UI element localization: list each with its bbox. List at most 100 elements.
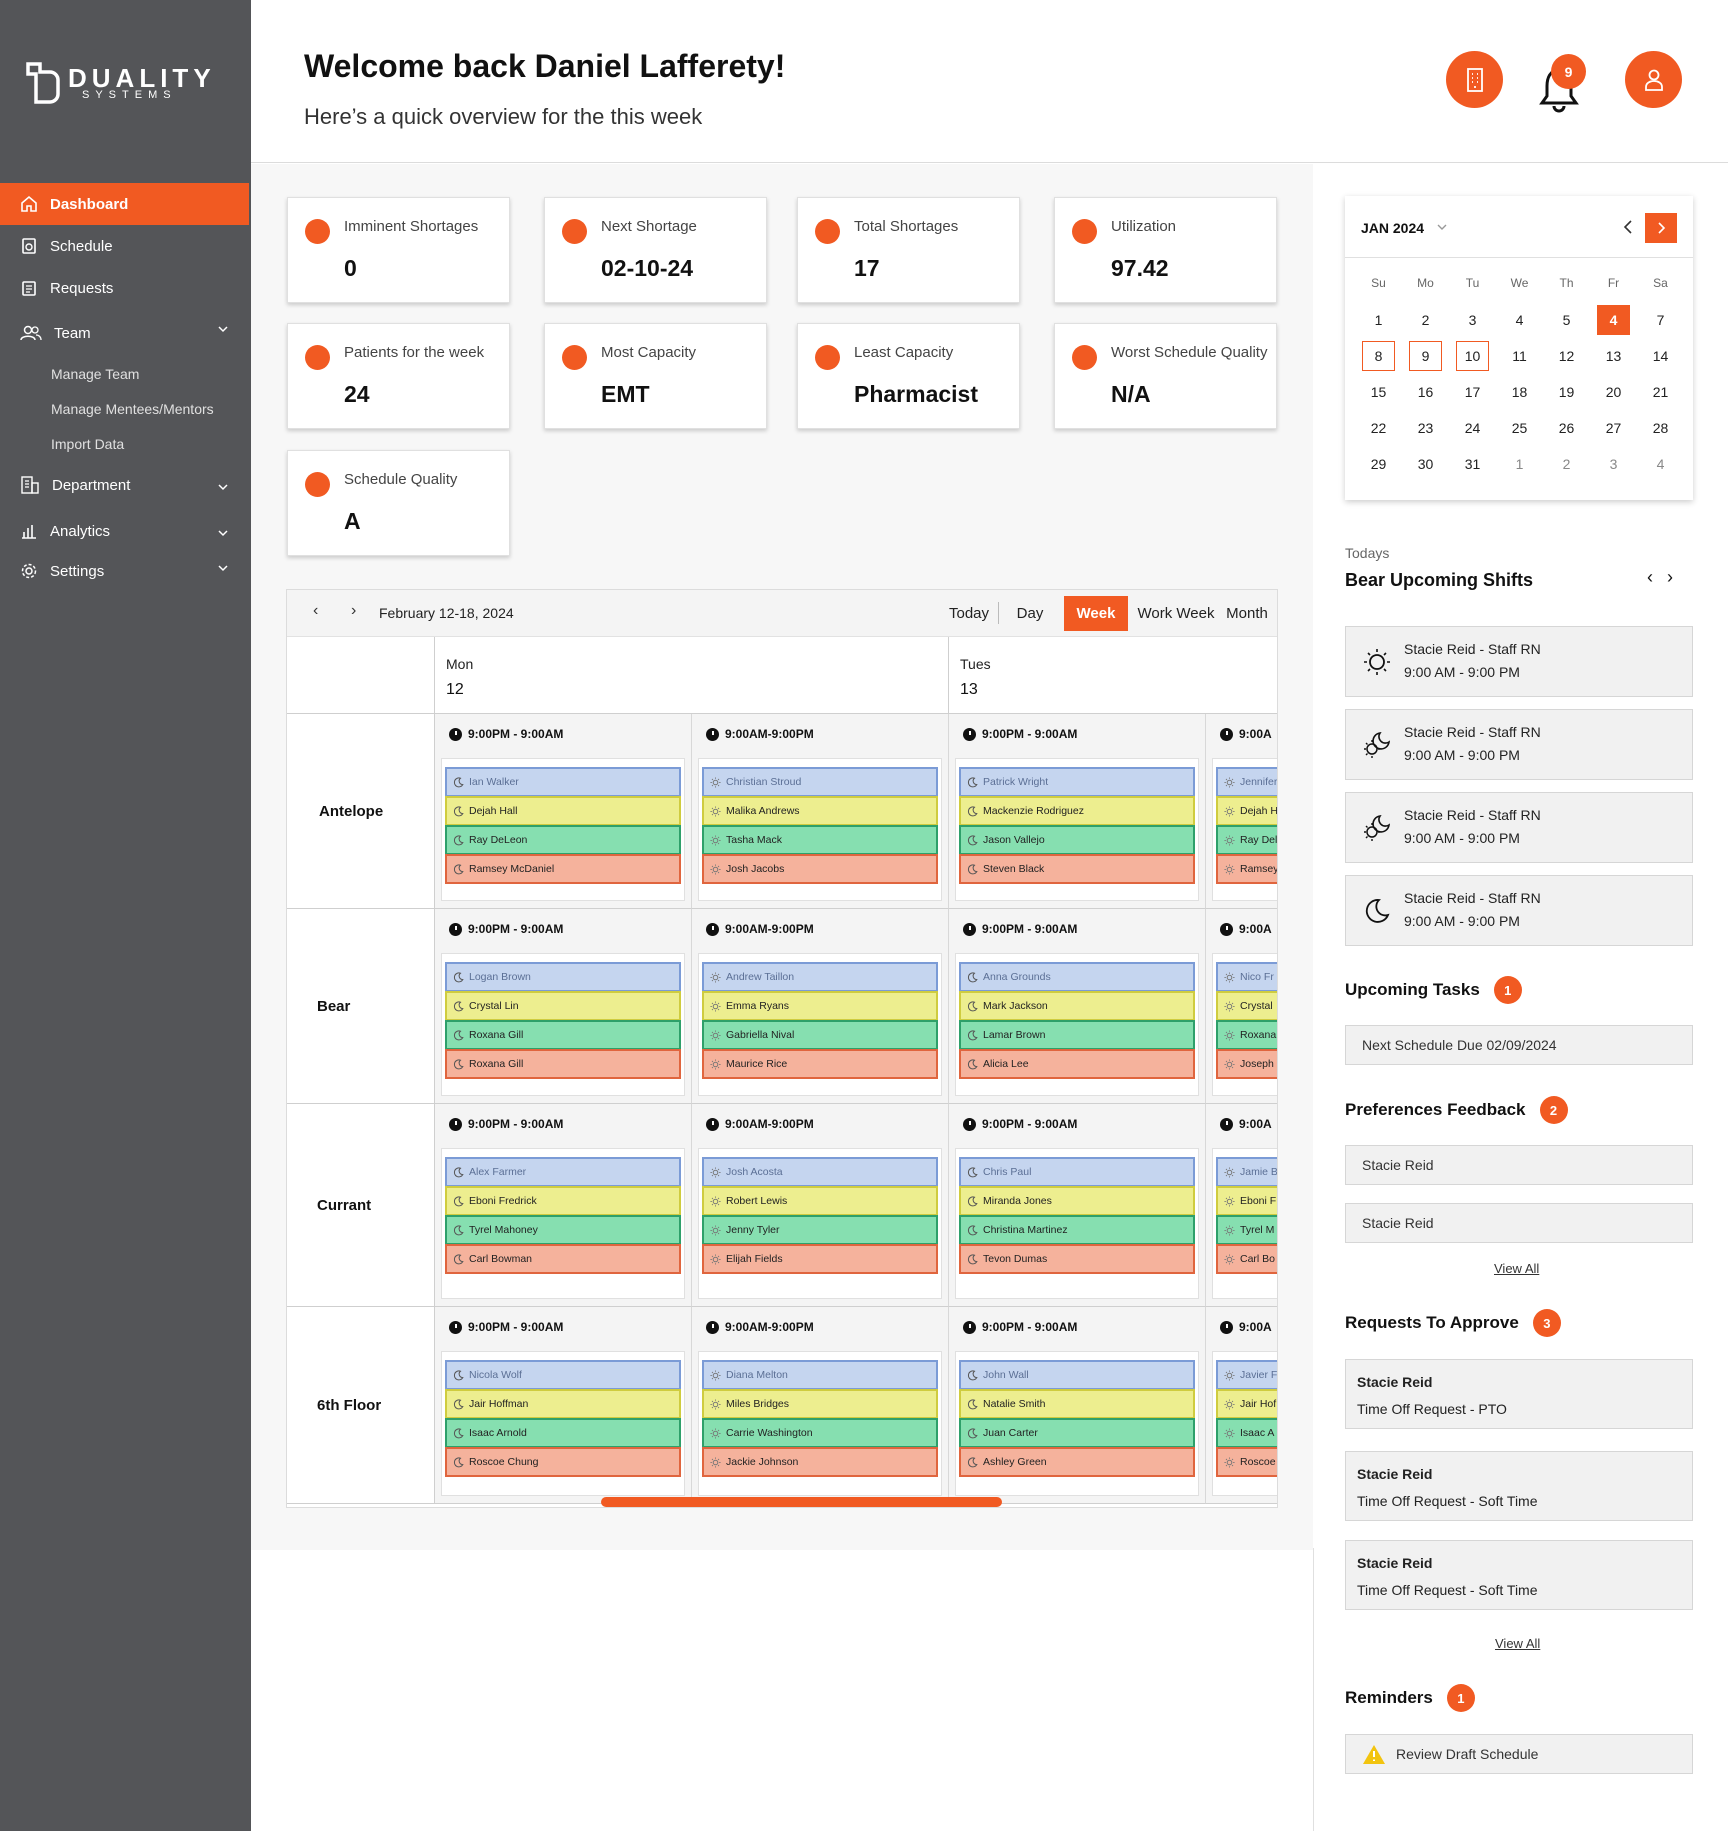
staff-chip[interactable]: Christina Martinez: [959, 1215, 1195, 1245]
staff-chip[interactable]: Natalie Smith: [959, 1389, 1195, 1419]
stat-card-most-capacity[interactable]: Most Capacity EMT: [544, 323, 767, 429]
staff-chip[interactable]: Diana Melton: [702, 1360, 938, 1390]
calendar-day[interactable]: 16: [1402, 374, 1449, 410]
calendar-day[interactable]: 12: [1543, 338, 1590, 374]
staff-chip[interactable]: Tyrel Mahoney: [445, 1215, 681, 1245]
calendar-day[interactable]: 18: [1496, 374, 1543, 410]
upcoming-next-button[interactable]: ›: [1667, 567, 1673, 587]
calendar-day[interactable]: 13: [1590, 338, 1637, 374]
staff-chip[interactable]: Roscoe Chung: [445, 1447, 681, 1477]
staff-chip[interactable]: Roxana: [1216, 1020, 1277, 1050]
reminder-item[interactable]: Review Draft Schedule: [1345, 1734, 1693, 1774]
calendar-day[interactable]: 1: [1355, 302, 1402, 338]
calendar-day[interactable]: 2: [1543, 446, 1590, 482]
staff-chip[interactable]: Ian Walker: [445, 767, 681, 797]
shift-cell[interactable]: 9:00PM - 9:00AM Patrick Wright Mackenzie R…: [949, 714, 1206, 909]
staff-chip[interactable]: Carrie Washington: [702, 1418, 938, 1448]
staff-chip[interactable]: Anna Grounds: [959, 962, 1195, 992]
staff-chip[interactable]: Tevon Dumas: [959, 1244, 1195, 1274]
next-week-button[interactable]: ›: [351, 602, 357, 619]
staff-chip[interactable]: Miranda Jones: [959, 1186, 1195, 1216]
staff-chip[interactable]: Mackenzie Rodriguez: [959, 796, 1195, 826]
calendar-day[interactable]: 21: [1637, 374, 1684, 410]
staff-chip[interactable]: Eboni Fredrick: [445, 1186, 681, 1216]
staff-chip[interactable]: Christian Stroud: [702, 767, 938, 797]
staff-chip[interactable]: Ramsey McDaniel: [445, 854, 681, 884]
calendar-day[interactable]: 25: [1496, 410, 1543, 446]
calendar-day[interactable]: 31: [1449, 446, 1496, 482]
sidebar-item-settings[interactable]: Settings: [0, 554, 249, 588]
staff-chip[interactable]: Jenny Tyler: [702, 1215, 938, 1245]
sidebar-item-schedule[interactable]: Schedule: [0, 225, 249, 267]
upcoming-shift-card[interactable]: Stacie Reid - Staff RN 9:00 AM - 9:00 PM: [1345, 875, 1693, 946]
shift-cell[interactable]: 9:00PM - 9:00AM Chris Paul Miranda Jones Ch…: [949, 1104, 1206, 1307]
staff-chip[interactable]: Mark Jackson: [959, 991, 1195, 1021]
feedback-view-all-link[interactable]: View All: [1494, 1261, 1540, 1276]
calendar-day[interactable]: 14: [1637, 338, 1684, 374]
staff-chip[interactable]: Joseph: [1216, 1049, 1277, 1079]
calendar-day[interactable]: 4: [1637, 446, 1684, 482]
staff-chip[interactable]: Roscoe: [1216, 1447, 1277, 1477]
staff-chip[interactable]: Juan Carter: [959, 1418, 1195, 1448]
feedback-item[interactable]: Stacie Reid: [1345, 1203, 1693, 1243]
duality-logo[interactable]: DUALITY SYSTEMS: [26, 62, 216, 104]
staff-chip[interactable]: Ray DeLeon: [445, 825, 681, 855]
staff-chip[interactable]: Nico Fr: [1216, 962, 1277, 992]
staff-chip[interactable]: Jackie Johnson: [702, 1447, 938, 1477]
staff-chip[interactable]: Javier F: [1216, 1360, 1277, 1390]
calendar-day[interactable]: 30: [1402, 446, 1449, 482]
sidebar-item-dashboard[interactable]: Dashboard: [0, 183, 249, 225]
calendar-day[interactable]: 2: [1402, 302, 1449, 338]
shift-cell[interactable]: 9:00AM-9:00PM Diana Melton Miles Bridges Ca…: [692, 1307, 949, 1504]
stat-card-imminent-shortages[interactable]: Imminent Shortages 0: [287, 197, 510, 303]
staff-chip[interactable]: Nicola Wolf: [445, 1360, 681, 1390]
calendar-day[interactable]: 17: [1449, 374, 1496, 410]
view-work-week-button[interactable]: Work Week: [1137, 605, 1215, 622]
feedback-item[interactable]: Stacie Reid: [1345, 1145, 1693, 1185]
building-button[interactable]: [1446, 51, 1503, 108]
day-header-tues[interactable]: Tues 13: [949, 637, 1277, 714]
calendar-day[interactable]: 20: [1590, 374, 1637, 410]
shift-cell[interactable]: 9:00AM-9:00PM Andrew Taillon Emma Ryans Gab…: [692, 909, 949, 1104]
staff-chip[interactable]: Crystal Lin: [445, 991, 681, 1021]
shift-cell[interactable]: 9:00PM - 9:00AM Nicola Wolf Jair Hoffman Is…: [435, 1307, 692, 1504]
calendar-day[interactable]: 7: [1637, 302, 1684, 338]
sidebar-subitem-import-data[interactable]: Import Data: [51, 436, 125, 452]
stat-card-next-shortage[interactable]: Next Shortage 02-10-24: [544, 197, 767, 303]
staff-chip[interactable]: Jair Hoffman: [445, 1389, 681, 1419]
sidebar-item-team[interactable]: Team: [0, 309, 249, 357]
stat-card-patients[interactable]: Patients for the week 24: [287, 323, 510, 429]
staff-chip[interactable]: Carl Bo: [1216, 1244, 1277, 1274]
stat-card-worst-schedule-quality[interactable]: Worst Schedule Quality N/A: [1054, 323, 1277, 429]
shift-cell[interactable]: 9:00A Nico Fr Crystal Roxana Joseph: [1206, 909, 1277, 1104]
day-header-mon[interactable]: Mon 12: [435, 637, 949, 714]
staff-chip[interactable]: Elijah Fields: [702, 1244, 938, 1274]
calendar-day[interactable]: 4: [1496, 302, 1543, 338]
staff-chip[interactable]: Emma Ryans: [702, 991, 938, 1021]
stat-card-total-shortages[interactable]: Total Shortages 17: [797, 197, 1020, 303]
staff-chip[interactable]: Carl Bowman: [445, 1244, 681, 1274]
calendar-day[interactable]: 23: [1402, 410, 1449, 446]
staff-chip[interactable]: Roxana Gill: [445, 1020, 681, 1050]
calendar-day[interactable]: 4: [1590, 302, 1637, 338]
upcoming-prev-button[interactable]: ‹: [1647, 567, 1653, 587]
staff-chip[interactable]: Alex Farmer: [445, 1157, 681, 1187]
staff-chip[interactable]: Isaac A: [1216, 1418, 1277, 1448]
staff-chip[interactable]: Jamie B: [1216, 1157, 1277, 1187]
calendar-day[interactable]: 1: [1496, 446, 1543, 482]
staff-chip[interactable]: John Wall: [959, 1360, 1195, 1390]
sidebar-subitem-manage-team[interactable]: Manage Team: [51, 366, 140, 382]
request-item[interactable]: Stacie Reid Time Off Request - Soft Time: [1345, 1451, 1693, 1521]
sidebar-subitem-manage-mentees[interactable]: Manage Mentees/Mentors: [51, 401, 214, 417]
staff-chip[interactable]: Josh Jacobs: [702, 854, 938, 884]
view-week-button[interactable]: Week: [1064, 596, 1128, 631]
staff-chip[interactable]: Patrick Wright: [959, 767, 1195, 797]
staff-chip[interactable]: Dejah H: [1216, 796, 1277, 826]
upcoming-shift-card[interactable]: Stacie Reid - Staff RN 9:00 AM - 9:00 PM: [1345, 709, 1693, 780]
calendar-day[interactable]: 26: [1543, 410, 1590, 446]
request-item[interactable]: Stacie Reid Time Off Request - Soft Time: [1345, 1540, 1693, 1610]
upcoming-shift-card[interactable]: Stacie Reid - Staff RN 9:00 AM - 9:00 PM: [1345, 626, 1693, 697]
shift-cell[interactable]: 9:00PM - 9:00AM Alex Farmer Eboni Fredrick…: [435, 1104, 692, 1307]
stat-card-utilization[interactable]: Utilization 97.42: [1054, 197, 1277, 303]
staff-chip[interactable]: Alicia Lee: [959, 1049, 1195, 1079]
